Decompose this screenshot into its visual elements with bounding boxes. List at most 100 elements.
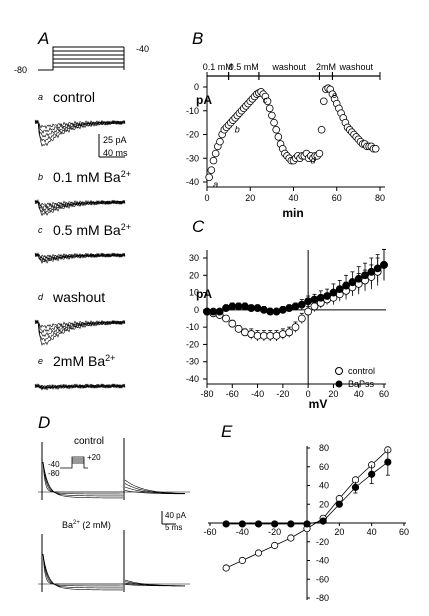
c-point-bapss — [373, 264, 382, 273]
c-point-control — [310, 302, 319, 311]
c-xtick-label: 20 — [328, 389, 338, 399]
trace-label-b: 0.1 mM Ba2+ — [53, 169, 131, 185]
c-point-bapss — [259, 305, 268, 314]
panel-label-e: E — [221, 422, 233, 441]
trace-label-c: 0.5 mM Ba2+ — [53, 222, 131, 238]
b-xtick-label: 80 — [375, 193, 385, 203]
panel-label-c: C — [192, 217, 205, 236]
c-ytick-label: -20 — [186, 339, 199, 349]
b-point — [270, 118, 278, 127]
trace-label-a: control — [53, 89, 95, 105]
b-ytick-label: -30 — [186, 153, 199, 163]
b-point — [268, 111, 276, 120]
c-point-control — [222, 314, 230, 323]
panel-c-legend-control: control — [348, 366, 375, 376]
panel-c-y-axis-label: pA — [196, 287, 212, 301]
b-xtick-label: 40 — [288, 193, 298, 203]
panel-d-scalebar-x-label: 5 ms — [165, 523, 182, 532]
c-point-control — [304, 307, 313, 316]
trace-b-sweep — [34, 199, 126, 217]
c-point-control — [297, 314, 306, 323]
c-point-bapss — [241, 302, 249, 311]
e-point-open — [287, 534, 295, 542]
panel-b-y-axis-label: pA — [196, 93, 212, 107]
b-point — [207, 166, 216, 174]
c-point-bapss — [285, 304, 294, 313]
trace-a-sweep — [34, 119, 126, 130]
b-segment-label: 0.1 mM — [203, 62, 233, 72]
c-ytick-label: -30 — [186, 357, 199, 367]
e-point-filled — [271, 520, 279, 528]
d-step-trace — [42, 461, 124, 499]
b-point — [263, 97, 272, 106]
panel-label-b: B — [192, 29, 203, 48]
trace-letter-b: b — [38, 172, 43, 182]
panel-c-legend-control-marker — [335, 367, 343, 375]
c-point-bapss — [342, 281, 350, 290]
e-point-open — [238, 556, 246, 565]
e-point-filled — [254, 520, 263, 528]
panel-d-scalebar-y-label: 40 pA — [165, 511, 187, 520]
c-xtick-label: -60 — [226, 389, 239, 399]
b-point — [205, 173, 213, 182]
c-point-control — [234, 324, 243, 333]
b-point — [371, 144, 380, 153]
e-point-filled — [303, 520, 311, 528]
e-point-filled — [384, 458, 392, 466]
c-ytick-label: 20 — [189, 270, 199, 280]
e-point-open — [222, 564, 230, 572]
trace-letter-d: d — [38, 292, 44, 302]
panel-b-chart: 0 -10 -20 -30 -40 0 20 40 60 80 0.1 mM0.5 mM washou… — [186, 62, 385, 203]
d-tail-trace — [124, 486, 186, 495]
c-point-bapss — [215, 307, 224, 316]
trace-c-sweep — [34, 252, 126, 261]
e-point-filled — [335, 500, 343, 508]
b-xtick-label: 20 — [245, 193, 255, 203]
b-point-label: c — [263, 95, 268, 105]
b-point — [317, 125, 326, 134]
d-step-trace — [42, 461, 123, 493]
b-xtick-label: 0 — [204, 193, 209, 203]
e-point-open — [271, 541, 279, 550]
e-point-open — [254, 549, 263, 557]
d-step-trace — [42, 553, 124, 591]
b-ytick-label: -20 — [186, 130, 199, 140]
c-ytick-label: -10 — [186, 322, 199, 332]
c-point-bapss — [222, 304, 230, 313]
panel-b-x-axis-label: min — [282, 206, 303, 220]
b-point — [319, 97, 328, 106]
panel-a-step-voltage: -40 — [136, 44, 149, 54]
b-point-label: e — [332, 90, 337, 100]
b-point — [209, 156, 218, 165]
panel-a-scalebar-x-label: 40 ms — [103, 148, 128, 158]
e-xtick-label: 40 — [367, 527, 377, 537]
d-tail-trace — [124, 479, 186, 494]
b-xtick-label: 60 — [332, 193, 342, 203]
panel-c-x-axis-label: mV — [309, 397, 328, 411]
trace-letter-a: a — [38, 92, 43, 102]
b-segment-label: 0.5 mM — [229, 62, 259, 72]
e-xtick-label: -60 — [203, 527, 216, 537]
panel-d-protocol-inset — [60, 456, 88, 469]
e-ytick-label: 40 — [319, 481, 329, 491]
c-point-bapss — [354, 274, 363, 283]
c-point-bapss — [253, 304, 262, 313]
b-ytick-label: 0 — [194, 82, 199, 92]
panel-d-protocol-v3: +20 — [87, 453, 101, 462]
c-point-control — [247, 330, 256, 338]
e-xtick-label: 60 — [399, 527, 409, 537]
b-point — [265, 104, 274, 113]
c-point-bapss — [361, 271, 369, 280]
c-point-bapss — [304, 297, 313, 306]
c-point-bapss — [367, 267, 376, 276]
c-xtick-label: -20 — [276, 389, 289, 399]
b-segment-label: washout — [338, 62, 373, 72]
c-point-bapss — [310, 295, 319, 304]
b-ytick-label: -10 — [186, 106, 199, 116]
e-ytick-label: 80 — [319, 443, 329, 453]
c-point-bapss — [316, 293, 325, 302]
panel-d-protocol-v1: -40 — [48, 460, 60, 469]
trace-d-sweep — [34, 319, 126, 329]
